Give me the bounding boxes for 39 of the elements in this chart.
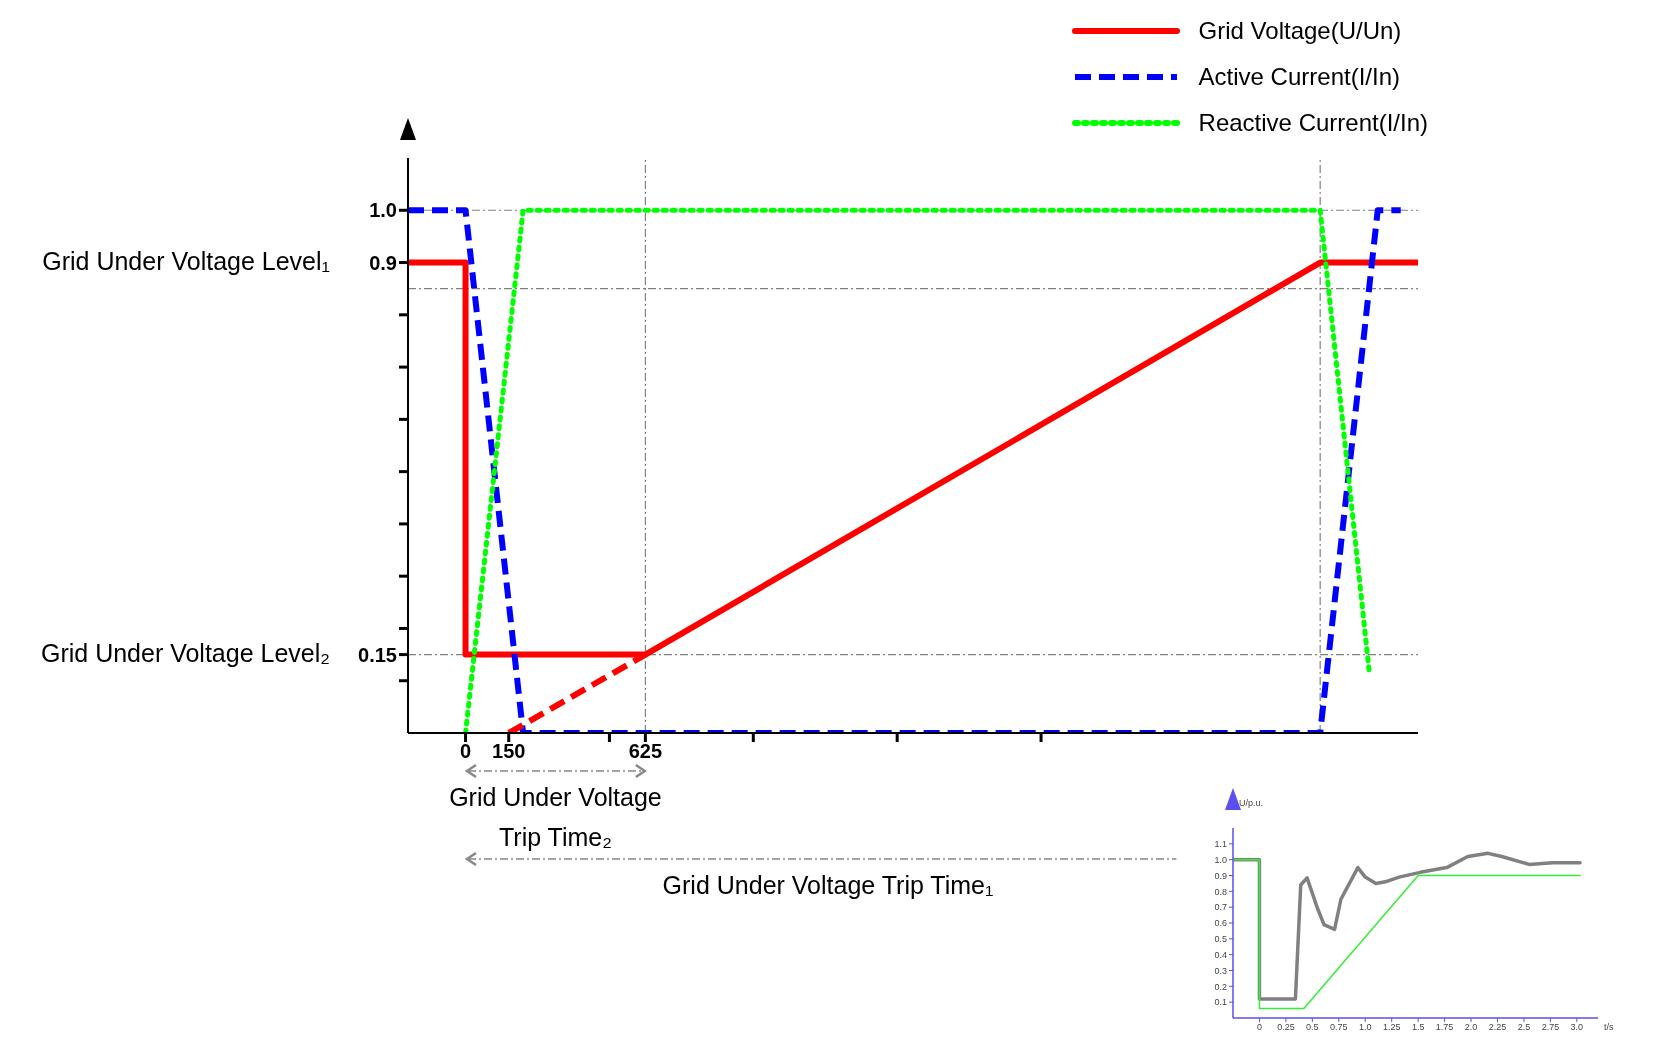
x-tick-label: 1.25 [1382, 1022, 1401, 1033]
y-tick-label: 0.9 [369, 251, 397, 274]
y-tick-label: 0.1 [1214, 997, 1227, 1008]
y-tick-label: 0.7 [1214, 902, 1227, 913]
x-tick-label: 0 [459, 740, 472, 763]
x-tick-label: 0.5 [1306, 1022, 1319, 1033]
legend-label: Reactive Current(I/In) [1198, 109, 1428, 137]
x-tick-label: 150 [492, 740, 526, 763]
y-tick-label: 0.9 [1214, 870, 1227, 881]
x-axis-title: t/s [1604, 1022, 1614, 1032]
text: Grid Under Voltage Trip Time₂ [448, 782, 663, 853]
y-tick-label: 0.15 [358, 643, 397, 666]
x-tick-label: 0.25 [1277, 1022, 1295, 1033]
x-tick-label: 1.75 [1435, 1022, 1454, 1033]
y-tick-label: 0.4 [1214, 949, 1227, 960]
x-tick-label: 1.5 [1411, 1022, 1425, 1033]
y-tick-label: 1.0 [1214, 854, 1227, 865]
x-tick-label: 1.0 [1358, 1022, 1372, 1033]
y-tick-label: 0.6 [1214, 918, 1227, 929]
x-tick-label: 2.5 [1517, 1022, 1531, 1033]
x-tick-label: 2.25 [1488, 1022, 1507, 1033]
y-tick-label: 1.0 [369, 199, 397, 222]
text: Grid Under Voltage Level₁ [41, 246, 330, 276]
y-tick-label: 0.8 [1214, 886, 1227, 897]
x-tick-label: 0 [1256, 1022, 1262, 1033]
x-tick-label: 3.0 [1570, 1022, 1584, 1033]
y-tick-label: 0.3 [1214, 965, 1227, 976]
y-tick-label: 0.2 [1214, 981, 1227, 992]
x-tick-label: 0.75 [1330, 1022, 1348, 1033]
x-tick-label: 625 [628, 740, 663, 763]
legend-label: Active Current(I/In) [1198, 63, 1400, 91]
y-axis-title: U/p.u. [1239, 798, 1264, 808]
x-tick-label: 2.75 [1541, 1022, 1560, 1033]
text: Grid Under Voltage Level₂ [39, 638, 330, 668]
y-tick-label: 0.5 [1214, 934, 1227, 945]
x-tick-label: 2.0 [1464, 1022, 1478, 1033]
text: Grid Under Voltage Trip Time₁ [661, 870, 995, 901]
legend-label: Grid Voltage(U/Un) [1198, 17, 1402, 45]
y-tick-label: 1.1 [1214, 839, 1227, 850]
